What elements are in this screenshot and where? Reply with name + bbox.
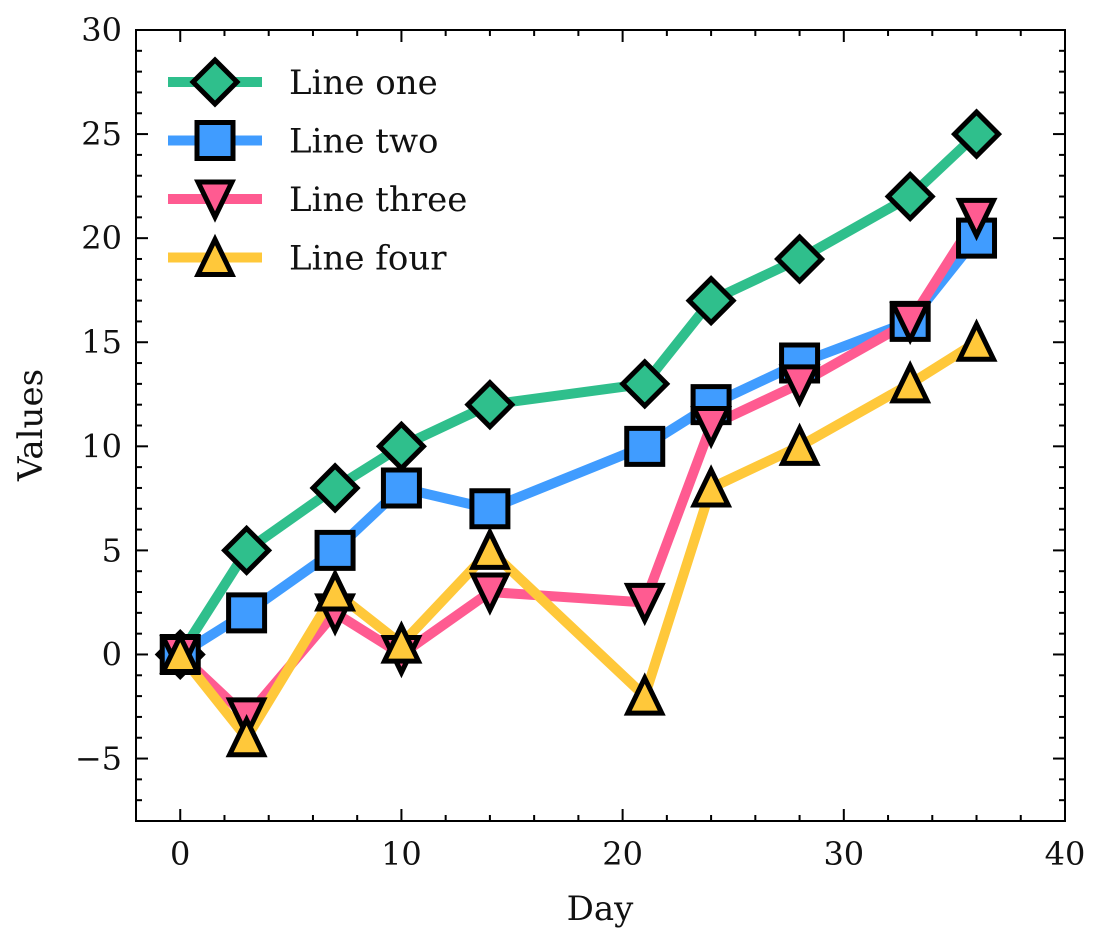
data-point-line-four (690, 464, 733, 508)
legend-marker-line-one (189, 56, 241, 108)
legend-label-line-two: Line two (289, 122, 439, 162)
data-point-line-three (778, 364, 821, 408)
legend-label-line-one: Line one (289, 63, 438, 103)
data-point-line-one (884, 170, 936, 223)
legend-marker-line-three (194, 179, 236, 223)
data-point-line-two (314, 529, 356, 571)
y-tick-label: 30 (81, 11, 122, 49)
legend-label-line-four: Line four (289, 239, 447, 279)
x-tick-label: 0 (170, 835, 190, 873)
series-line-line-one (176, 130, 980, 658)
series-line-line-two (177, 235, 981, 659)
data-point-line-three (623, 582, 666, 627)
data-point-line-three (889, 301, 932, 346)
data-point-line-four (225, 714, 268, 758)
data-point-line-four (314, 568, 357, 612)
data-point-line-one (309, 462, 361, 514)
data-point-line-three (690, 406, 733, 450)
data-point-line-two (226, 592, 268, 634)
data-point-line-four (778, 422, 821, 466)
data-point-line-two (624, 425, 666, 467)
legend: Line one Line two Line three Line four (168, 56, 467, 279)
x-tick-label: 30 (823, 835, 864, 873)
data-point-line-four (159, 630, 202, 674)
y-tick-label: 5 (102, 531, 122, 569)
data-point-line-four (955, 318, 998, 362)
legend-label-line-three: Line three (289, 180, 467, 220)
y-axis-label: Values (11, 369, 51, 482)
legend-marker-line-four (194, 233, 236, 277)
series-layer (154, 108, 1003, 758)
x-tick-label: 40 (1045, 835, 1086, 873)
data-point-line-one (774, 233, 826, 285)
plot-frame (135, 29, 1066, 822)
x-tick-label: 20 (602, 835, 643, 873)
data-point-line-one (685, 275, 737, 327)
data-point-line-four (623, 672, 666, 716)
x-tick-label: 10 (381, 835, 422, 873)
data-point-line-one (950, 108, 1003, 160)
data-point-line-one (221, 524, 273, 576)
data-point-line-one (619, 358, 671, 410)
y-tick-label: 0 (102, 635, 122, 673)
data-point-line-four (889, 360, 932, 404)
y-tick-label: 25 (81, 115, 122, 153)
data-point-line-one (464, 379, 516, 431)
y-tick-label: 20 (81, 219, 122, 257)
data-point-line-four (468, 526, 511, 570)
data-point-line-two (469, 488, 511, 530)
y-tick-label: 15 (81, 323, 122, 361)
y-tick-label: 10 (81, 427, 122, 465)
series-line-line-four (176, 338, 980, 743)
data-point-line-three (468, 572, 511, 616)
data-point-line-two (380, 467, 422, 509)
x-axis-label: Day (567, 889, 635, 929)
y-tick-label: −5 (75, 740, 122, 778)
data-point-line-four (380, 620, 423, 664)
data-point-line-three (955, 197, 998, 242)
legend-marker-line-two (194, 120, 236, 161)
